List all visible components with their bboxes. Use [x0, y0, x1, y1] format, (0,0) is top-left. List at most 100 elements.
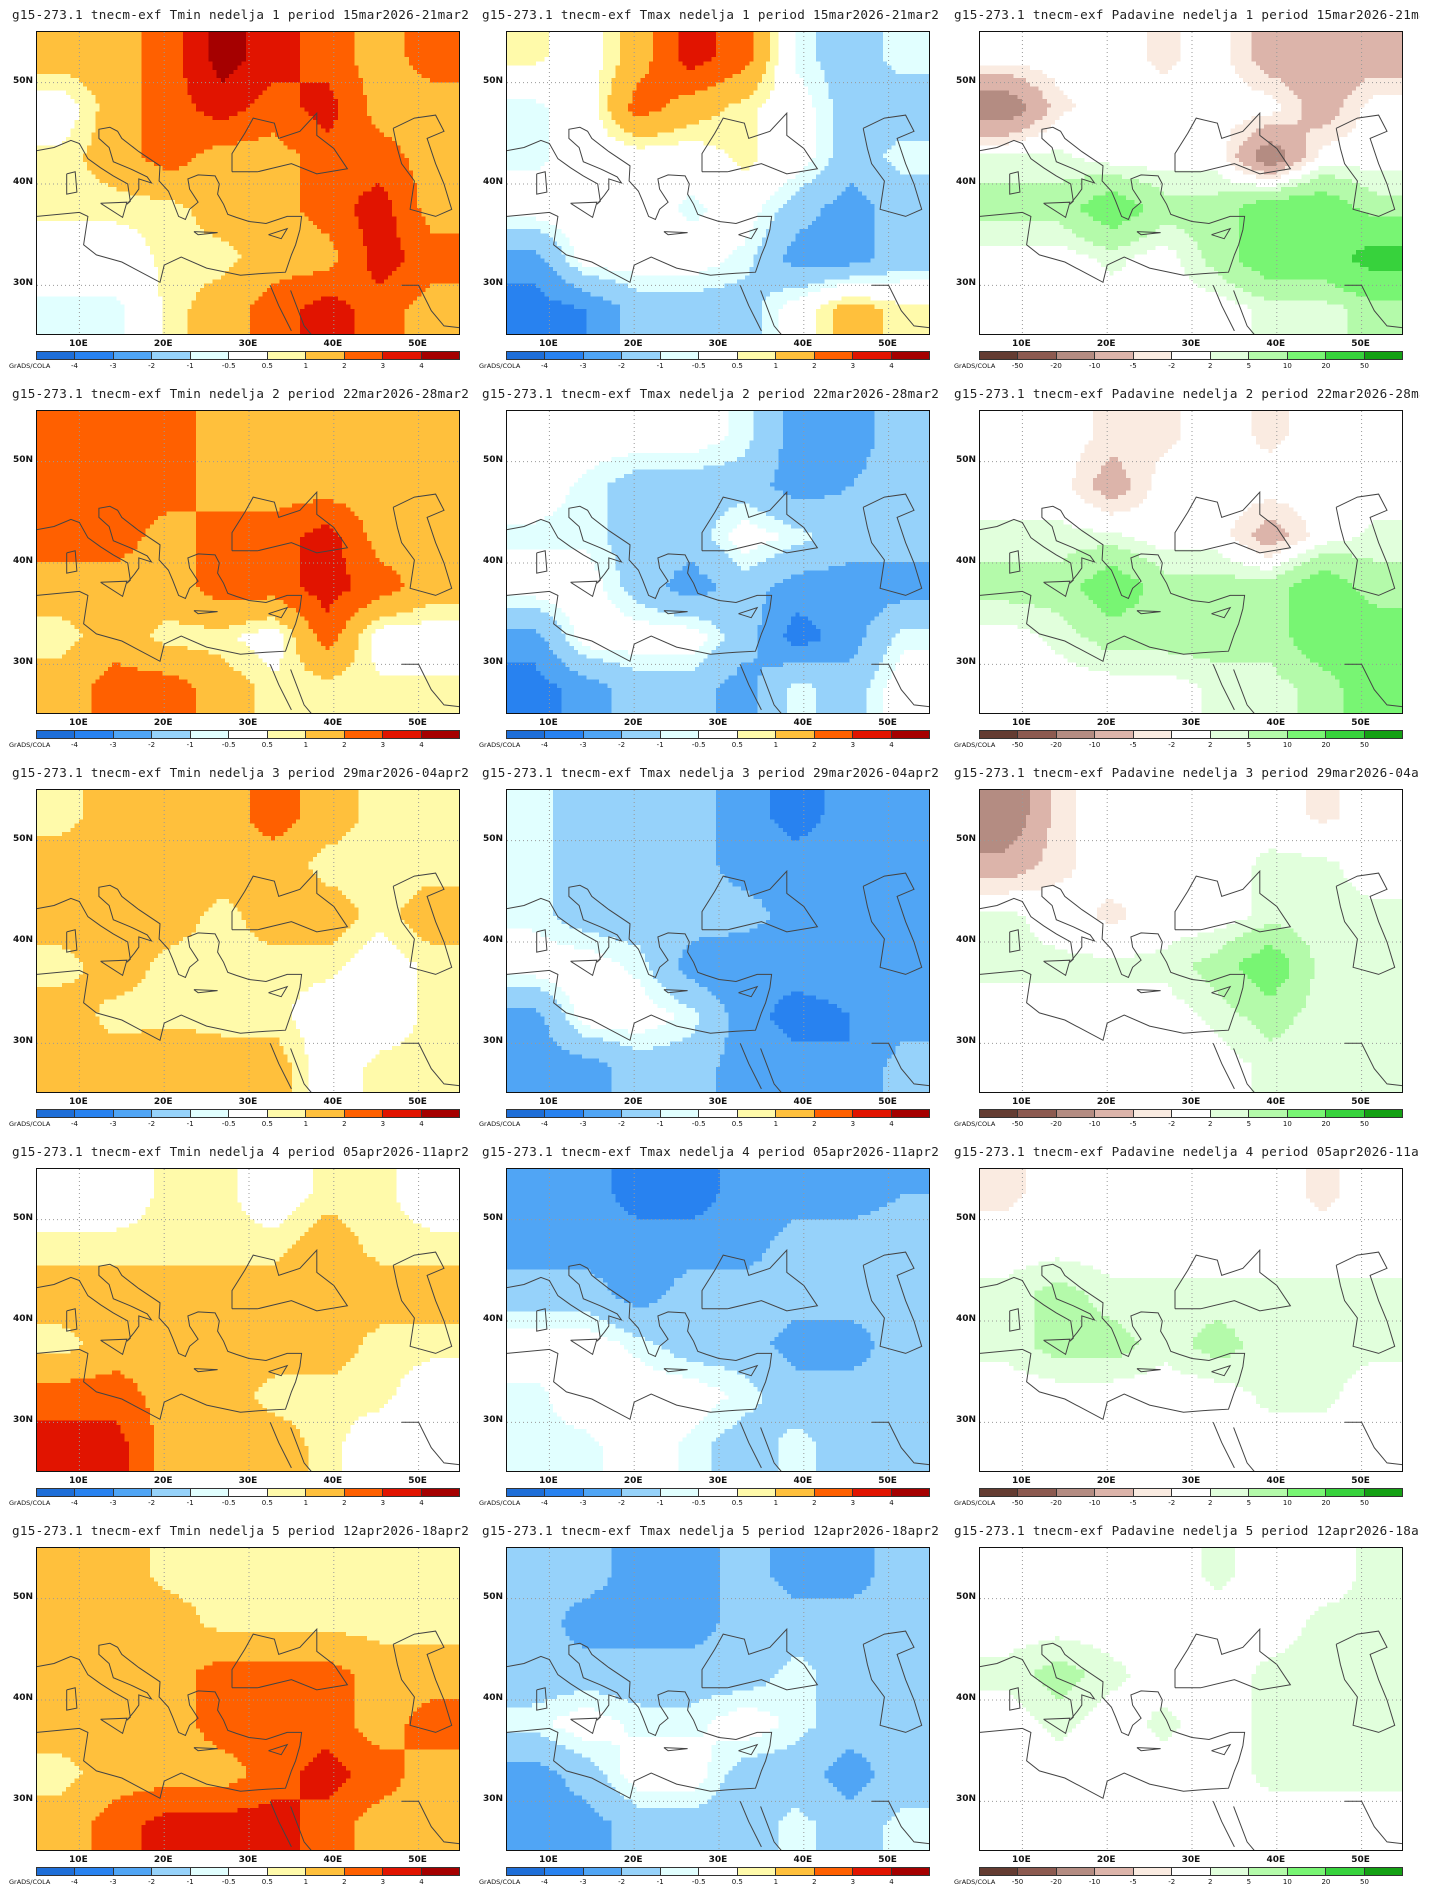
latitude-tick-label: 50N — [12, 454, 33, 465]
colorbar-tick-label: -4 — [71, 1120, 79, 1128]
coastline — [1043, 580, 1071, 598]
map-overlay — [507, 1548, 929, 1850]
colorbar-swatch — [776, 1110, 815, 1117]
coastline — [66, 1308, 78, 1332]
colorbar-swatch — [1018, 1489, 1057, 1496]
coastline — [66, 1687, 78, 1711]
colorbar-swatch — [507, 352, 546, 359]
colorbar-swatch — [1056, 352, 1096, 359]
colorbar-swatch — [1287, 1868, 1327, 1875]
colorbar-swatch — [190, 731, 230, 738]
colorbar-tick-label: -2 — [618, 741, 626, 749]
colorbar-tick-label: -4 — [71, 362, 79, 370]
colorbar-swatch — [75, 1868, 114, 1875]
colorbar-tick-label: -2 — [1168, 741, 1176, 749]
coastline — [1233, 1427, 1255, 1471]
coastline — [290, 290, 312, 334]
latitude-tick-label: 50N — [955, 454, 976, 465]
colorbar-swatch — [1095, 731, 1134, 738]
coastline — [1344, 1421, 1402, 1466]
coastline — [1043, 959, 1071, 977]
colorbar-swatch — [980, 1489, 1019, 1496]
colorbar-swatch — [37, 731, 76, 738]
colorbar — [979, 730, 1403, 739]
temp-anomaly-map-panel: g15-273.1 tnecm-exf Tmin nedelja 2 perio… — [0, 379, 470, 758]
coastline — [536, 1687, 548, 1711]
colorbar-swatch — [1133, 1868, 1173, 1875]
colorbar — [36, 1867, 460, 1876]
colorbar-tick-label: 0.5 — [261, 1499, 273, 1507]
coastline — [536, 1308, 548, 1332]
colorbar-swatch — [699, 1489, 738, 1496]
latitude-tick-label: 40N — [12, 177, 33, 187]
coastline — [738, 606, 759, 619]
coastline — [760, 1427, 782, 1471]
colorbar-tick-label: 20 — [1321, 1499, 1331, 1507]
colorbar-swatch — [37, 1110, 76, 1117]
colorbar-tick-label: 1 — [303, 1499, 309, 1507]
coastline — [1335, 1630, 1396, 1733]
colorbar-swatch — [306, 1489, 345, 1496]
colorbar-tick-label: -50 — [1011, 1499, 1024, 1507]
colorbar-tick-label: -50 — [1011, 1120, 1024, 1128]
map-area — [979, 789, 1403, 1093]
colorbar-tick-label: -2 — [618, 362, 626, 370]
colorbar-swatch — [229, 1489, 268, 1496]
longitude-tick-label: 40E — [793, 1855, 813, 1865]
colorbar-swatch — [1364, 1110, 1402, 1117]
colorbar-swatch — [622, 1110, 661, 1117]
coastline — [1174, 1248, 1292, 1312]
map-area — [36, 31, 460, 335]
panel-title: g15-273.1 tnecm-exf Tmin nedelja 3 perio… — [12, 765, 470, 780]
colorbar-tick-label: -20 — [1050, 1499, 1062, 1507]
colorbar-tick-label: 0.5 — [731, 1499, 743, 1507]
colorbar-tick-label: 3 — [850, 362, 856, 370]
colorbar-tick-label: 3 — [850, 1878, 856, 1886]
coastline — [739, 285, 762, 332]
longitude-tick-label: 40E — [323, 339, 343, 349]
colorbar-swatch — [383, 1489, 422, 1496]
longitude-tick-label: 50E — [878, 339, 897, 349]
colorbar-swatch — [37, 352, 76, 359]
colorbar-swatch — [1018, 1868, 1057, 1875]
longitude-tick-label: 20E — [153, 718, 173, 728]
colorbar-swatch — [507, 1489, 546, 1496]
longitude-tick-label: 30E — [708, 1097, 728, 1107]
colorbar-tick-label: 50 — [1359, 362, 1369, 370]
coastline — [570, 201, 598, 219]
longitude-tick-label: 40E — [1266, 1476, 1286, 1486]
colorbar-tick-label: 0.5 — [261, 1120, 273, 1128]
colorbar-tick-label: 1 — [773, 1878, 779, 1886]
colorbar-tick-label: 2 — [342, 1499, 347, 1507]
colorbar-tick-label: -3 — [109, 1499, 117, 1507]
colorbar-swatch — [1172, 731, 1211, 738]
longitude-tick-label: 30E — [1181, 1476, 1201, 1486]
longitude-tick-label: 30E — [1181, 1855, 1201, 1865]
colorbar-tick-label: -3 — [109, 1120, 117, 1128]
colorbar-swatch — [1133, 352, 1173, 359]
colorbar-swatch — [660, 1489, 700, 1496]
colorbar-tick-label: -4 — [541, 1120, 549, 1128]
latitude-tick-label: 40N — [482, 556, 503, 566]
coastline — [739, 1801, 762, 1848]
coastline — [66, 550, 78, 574]
colorbar-tick-label: -1 — [656, 1499, 664, 1507]
colorbar-swatch — [1210, 1868, 1250, 1875]
colorbar-swatch — [75, 731, 114, 738]
colorbar-swatch — [1326, 1110, 1365, 1117]
latitude-tick-label: 40N — [482, 1314, 503, 1324]
map-overlay — [37, 32, 459, 334]
coastline — [193, 231, 218, 236]
latitude-tick-label: 40N — [12, 556, 33, 566]
coastline — [1009, 1308, 1021, 1332]
coastline — [862, 1630, 923, 1733]
colorbar-swatch — [1364, 1489, 1402, 1496]
latitude-tick-label: 30N — [12, 1415, 33, 1426]
colorbar-swatch — [545, 352, 584, 359]
colorbar-swatch — [421, 1868, 459, 1875]
grads-credit: GrADS/COLA — [479, 741, 521, 749]
colorbar-tick-label: 10 — [1282, 1878, 1292, 1886]
map-area — [36, 789, 460, 1093]
longitude-tick-label: 30E — [238, 718, 258, 728]
longitude-tick-label: 20E — [623, 339, 643, 349]
